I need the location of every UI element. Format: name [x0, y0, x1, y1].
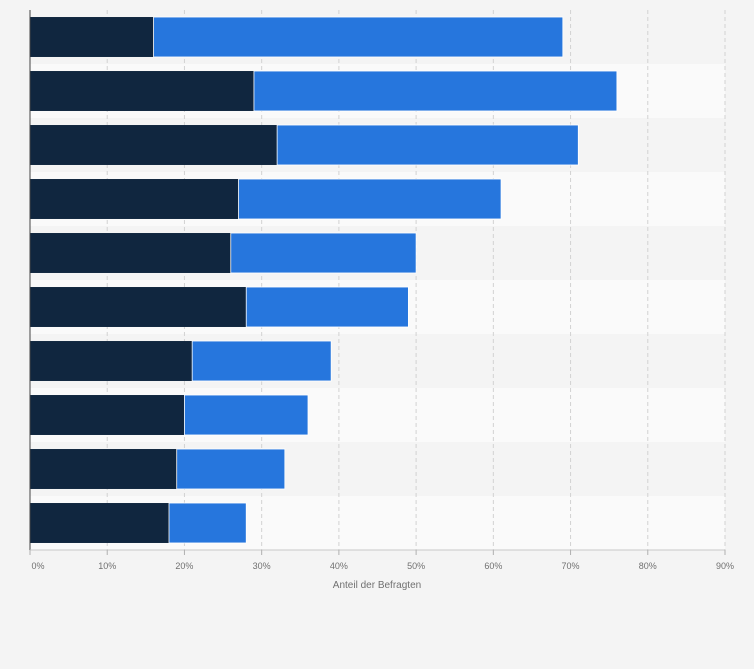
bar-segment-series-1 [30, 395, 185, 435]
bar-segment-series-2 [168, 502, 247, 544]
x-tick-label: 60% [484, 561, 502, 571]
bar-segment-series-2 [276, 124, 579, 166]
bar-segment-series-2 [253, 70, 618, 112]
bar-segment-series-1 [30, 17, 154, 57]
x-tick-label: 10% [98, 561, 116, 571]
bar-segment-series-1 [30, 341, 193, 381]
bar-segment-series-2 [245, 286, 409, 328]
bar-segment-series-1 [30, 179, 239, 219]
bar-segment-series-2 [184, 394, 309, 436]
bar-segment-series-2 [230, 232, 417, 274]
bar-segment-series-1 [30, 125, 278, 165]
bar-segment-series-1 [30, 287, 247, 327]
x-tick-label: 50% [407, 561, 425, 571]
bar-segment-series-1 [30, 233, 231, 273]
x-axis-title: Anteil der Befragten [333, 580, 421, 591]
x-tick-label: 0% [31, 561, 44, 571]
bar-segment-series-2 [153, 16, 564, 58]
bar-segment-series-2 [191, 340, 332, 382]
x-tick-label: 30% [253, 561, 271, 571]
x-tick-label: 90% [716, 561, 734, 571]
x-tick-label: 40% [330, 561, 348, 571]
x-tick-label: 20% [175, 561, 193, 571]
x-tick-label: 70% [562, 561, 580, 571]
bar-segment-series-2 [238, 178, 502, 220]
bar-segment-series-2 [176, 448, 286, 490]
bar-segment-series-1 [30, 71, 254, 111]
x-tick-label: 80% [639, 561, 657, 571]
bar-segment-series-1 [30, 449, 177, 489]
bar-segment-series-1 [30, 503, 169, 543]
